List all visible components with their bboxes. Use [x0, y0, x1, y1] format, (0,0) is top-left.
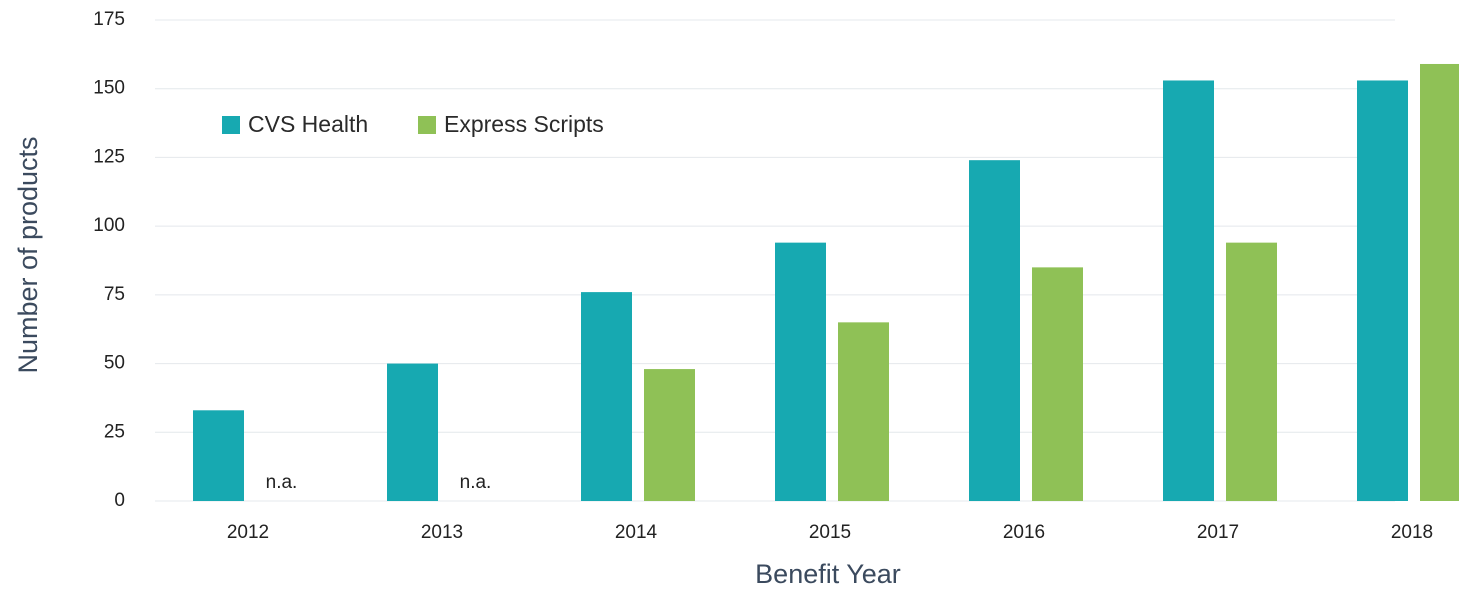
bar — [387, 363, 438, 501]
legend-label: Express Scripts — [444, 111, 604, 137]
bar — [581, 292, 632, 501]
y-tick-label: 25 — [104, 421, 125, 442]
x-tick-label: 2016 — [1003, 522, 1045, 543]
y-tick-label: 150 — [93, 78, 125, 99]
x-tick-label: 2017 — [1197, 522, 1239, 543]
bar — [775, 242, 826, 502]
bar — [838, 322, 889, 501]
bar — [1163, 80, 1214, 502]
bar — [1032, 267, 1083, 501]
x-tick-label: 2018 — [1391, 522, 1433, 543]
value-label: n.a. — [460, 472, 492, 493]
bar — [1226, 242, 1277, 502]
value-label: n.a. — [266, 472, 298, 493]
legend-label: CVS Health — [248, 111, 368, 137]
legend-swatch — [222, 116, 240, 134]
bar — [193, 410, 244, 501]
y-tick-label: 0 — [114, 490, 125, 511]
bar — [1357, 80, 1408, 502]
y-tick-label: 175 — [93, 9, 125, 30]
x-tick-label: 2015 — [809, 522, 851, 543]
bar — [1420, 63, 1459, 501]
x-tick-label: 2013 — [421, 522, 463, 543]
y-tick-label: 125 — [93, 146, 125, 167]
x-axis-title: Benefit Year — [755, 559, 901, 589]
y-tick-label: 75 — [104, 284, 125, 305]
legend-swatch — [418, 116, 436, 134]
x-tick-label: 2012 — [227, 522, 269, 543]
y-axis-title: Number of products — [13, 136, 43, 373]
y-tick-label: 50 — [104, 353, 125, 374]
bar — [969, 160, 1020, 502]
x-tick-label: 2014 — [615, 522, 658, 543]
bar — [644, 369, 695, 501]
y-tick-label: 100 — [93, 215, 125, 236]
